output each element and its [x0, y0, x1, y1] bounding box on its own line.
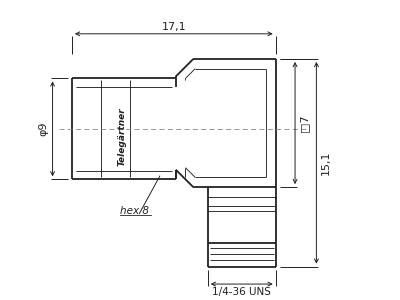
Text: □7: □7 — [299, 114, 309, 132]
Text: 17,1: 17,1 — [162, 22, 186, 32]
Text: 15,1: 15,1 — [321, 151, 331, 175]
Text: 1/4-36 UNS: 1/4-36 UNS — [212, 287, 271, 297]
Text: hex 8: hex 8 — [120, 206, 150, 216]
Text: φ9: φ9 — [39, 122, 49, 136]
Text: Telegärtner: Telegärtner — [118, 107, 127, 166]
